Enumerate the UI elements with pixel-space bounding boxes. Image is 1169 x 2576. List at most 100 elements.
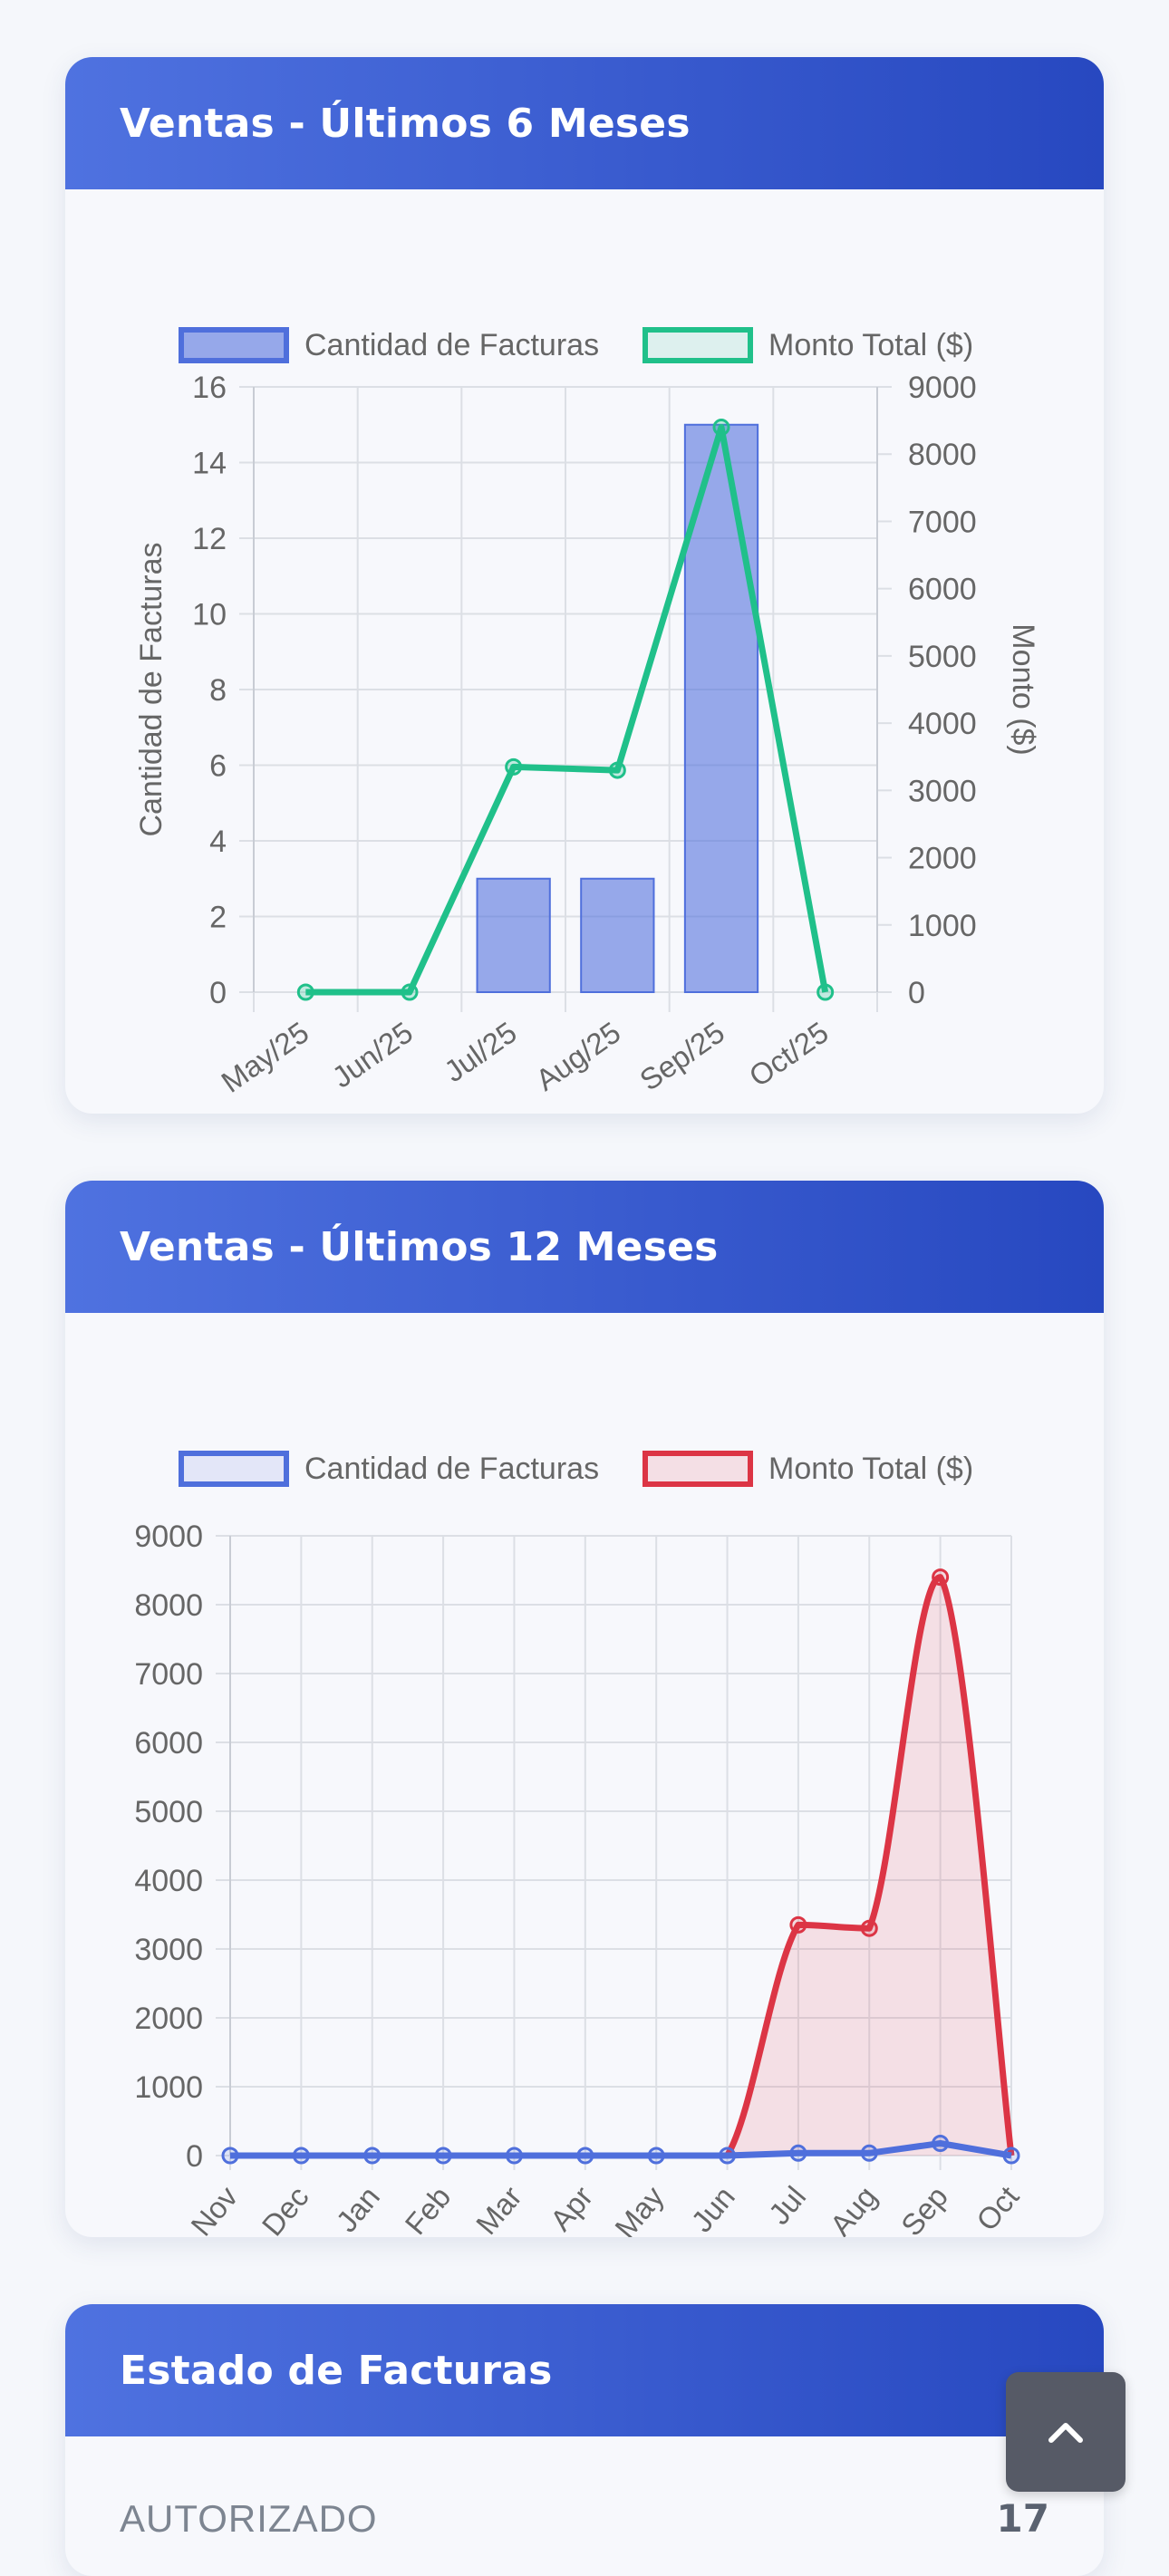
x-tick-label: Mar — [469, 2180, 528, 2237]
y2-tick-label: 7000 — [908, 505, 977, 539]
y-axis-title: Cantidad de Facturas — [134, 542, 169, 836]
status-count: 17 — [996, 2496, 1049, 2541]
x-tick-label: May — [608, 2179, 671, 2237]
x-tick-label: Apr — [544, 2180, 599, 2237]
x-tick-label: Jun — [684, 2180, 741, 2237]
bar-Aug/25 — [580, 877, 655, 993]
y-tick-label: 14 — [192, 447, 227, 481]
legend-monto-label: Monto Total ($) — [768, 1452, 973, 1486]
y-tick-label: 0 — [209, 976, 227, 1010]
legend-monto-label: Monto Total ($) — [768, 328, 973, 362]
x-tick-label: Sep/25 — [633, 1015, 730, 1096]
y2-tick-label: 3000 — [908, 774, 977, 808]
y-tick-label: 2 — [209, 901, 227, 935]
card-header: Estado de Facturas — [65, 2304, 1104, 2436]
legend-facturas-label: Cantidad de Facturas — [304, 328, 599, 362]
chevron-up-icon — [1048, 2423, 1083, 2443]
scroll-to-top-button[interactable] — [1006, 2372, 1126, 2492]
card-title: Estado de Facturas — [120, 2347, 553, 2394]
point-facturas-Mar — [505, 2147, 523, 2165]
x-tick-label: Jun/25 — [326, 1015, 419, 1094]
sales-12-months-card: Ventas - Últimos 12 Meses 0 1000 2000 3000 4… — [65, 1181, 1104, 2237]
point-facturas-Nov — [221, 2147, 239, 2165]
x-tick-label: Dec — [256, 2180, 315, 2237]
point-Oct/25 — [816, 983, 835, 1001]
point-facturas-Jul — [789, 2144, 807, 2162]
y2-tick-label: 5000 — [908, 640, 977, 674]
point-Jul/25 — [505, 757, 523, 776]
point-May/25 — [296, 983, 314, 1001]
point-Sep/25 — [712, 419, 730, 437]
y-tick-label: 0 — [186, 2139, 203, 2174]
point-Jun/25 — [401, 983, 419, 1001]
card-header: Ventas - Últimos 6 Meses — [65, 57, 1104, 189]
sales-6-months-card: Ventas - Últimos 6 Meses 0 2 4 6 8 10 12 14 16 0 1… — [65, 57, 1104, 1114]
point-facturas-Apr — [576, 2147, 594, 2165]
point-monto-Jul — [789, 1915, 807, 1934]
legend-facturas-swatch — [179, 1451, 289, 1487]
legend-monto-swatch — [642, 327, 753, 363]
point-monto-Aug — [860, 1919, 878, 1937]
y-tick-label: 1000 — [134, 2070, 203, 2105]
x-tick-label: Sep — [894, 2180, 954, 2237]
x-tick-label: Aug — [824, 2180, 884, 2237]
y2-tick-label: 0 — [908, 976, 925, 1010]
bar-Sep/25 — [683, 423, 759, 993]
point-facturas-Aug — [860, 2144, 878, 2162]
x-tick-label: Jan — [330, 2180, 387, 2237]
y-tick-label: 4 — [209, 825, 227, 859]
area-fill-monto — [230, 1577, 1011, 2156]
point-facturas-Jan — [363, 2147, 382, 2165]
card-header: Ventas - Últimos 12 Meses — [65, 1181, 1104, 1313]
y-tick-label: 6000 — [134, 1726, 203, 1761]
y2-tick-label: 4000 — [908, 707, 977, 741]
point-Aug/25 — [608, 761, 626, 779]
y2-tick-label: 9000 — [908, 371, 977, 405]
point-facturas-Feb — [434, 2147, 452, 2165]
point-facturas-Oct — [1002, 2147, 1020, 2165]
y-tick-label: 8000 — [134, 1588, 203, 1623]
line-series-facturas — [230, 2140, 1012, 2159]
y2-tick-label: 2000 — [908, 842, 977, 876]
y-tick-label: 12 — [192, 522, 227, 556]
x-tick-label: Nov — [184, 2179, 244, 2237]
x-tick-label: Jul — [762, 2180, 812, 2231]
sales-6-months-chart: 0 2 4 6 8 10 12 14 16 0 1000 2000 3000 4000 5000 6000 70… — [134, 327, 1040, 1099]
y2-axis-title: Monto ($) — [1006, 623, 1040, 756]
line-series-monto — [305, 424, 829, 996]
y2-tick-label: 6000 — [908, 573, 977, 607]
x-tick-label: May/25 — [215, 1015, 314, 1098]
y-tick-label: 3000 — [134, 1933, 203, 1967]
y-tick-label: 9000 — [134, 1520, 203, 1554]
point-facturas-Dec — [292, 2147, 310, 2165]
y-tick-label: 6 — [209, 749, 227, 784]
x-tick-label: Aug/25 — [529, 1015, 626, 1096]
sales-12-months-chart: 0 1000 2000 3000 4000 5000 6000 7000 8000 9000 Nov… — [134, 1451, 1025, 2237]
point-facturas-Jun — [719, 2147, 737, 2165]
x-tick-label: Oct — [970, 2180, 1025, 2237]
y-tick-label: 7000 — [134, 1657, 203, 1692]
y2-tick-label: 8000 — [908, 438, 977, 472]
y-tick-label: 4000 — [134, 1864, 203, 1898]
status-row-autorizado: AUTORIZADO 17 — [120, 2496, 1049, 2541]
bar-Jul/25 — [476, 877, 551, 993]
y-tick-label: 5000 — [134, 1795, 203, 1829]
y-tick-label: 16 — [192, 371, 227, 405]
x-tick-label: Jul/25 — [438, 1015, 522, 1088]
point-monto-Sep — [932, 1568, 950, 1587]
point-facturas-Sep — [932, 2135, 950, 2152]
legend-monto-swatch — [642, 1451, 753, 1487]
y-tick-label: 10 — [192, 598, 227, 632]
invoice-status-card: Estado de Facturas AUTORIZADO 17 — [65, 2304, 1104, 2576]
y2-tick-label: 1000 — [908, 909, 977, 943]
y-tick-label: 8 — [209, 673, 227, 708]
card-title: Ventas - Últimos 6 Meses — [120, 100, 691, 147]
x-tick-label: Feb — [399, 2180, 458, 2237]
y-tick-label: 2000 — [134, 2002, 203, 2036]
legend-facturas-swatch — [179, 327, 289, 363]
card-title: Ventas - Últimos 12 Meses — [120, 1223, 719, 1270]
legend-facturas-label: Cantidad de Facturas — [304, 1452, 599, 1486]
point-facturas-May — [647, 2147, 665, 2165]
status-label: AUTORIZADO — [120, 2496, 378, 2540]
x-tick-label: Oct/25 — [743, 1015, 835, 1093]
